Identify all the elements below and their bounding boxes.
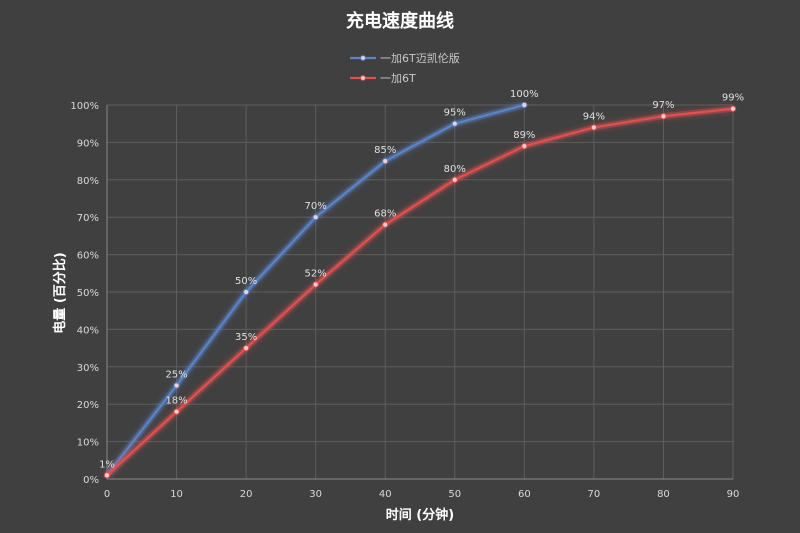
data-point xyxy=(660,113,667,120)
data-label: 18% xyxy=(165,396,187,407)
data-point xyxy=(590,124,597,131)
y-tick-label: 100% xyxy=(70,101,99,112)
data-label: 1% xyxy=(99,459,115,470)
x-axis-title: 时间 (分钟) xyxy=(386,507,454,523)
y-tick-label: 20% xyxy=(77,400,99,411)
data-label: 80% xyxy=(444,164,466,175)
y-tick-label: 50% xyxy=(77,288,99,299)
x-tick-label: 80 xyxy=(657,489,670,500)
series-line xyxy=(106,107,734,477)
data-label: 50% xyxy=(235,276,257,287)
data-point xyxy=(173,382,180,389)
axes: 0% 10% 20% 30% 40% 50% 60% 70% 80% 90% 100% 0 10 20 30… xyxy=(70,101,739,500)
data-point xyxy=(729,105,737,112)
y-tick-label: 90% xyxy=(77,138,99,149)
y-tick-label: 30% xyxy=(77,363,99,374)
data-point xyxy=(521,143,528,150)
data-point xyxy=(173,408,180,415)
y-tick-label: 60% xyxy=(77,251,99,262)
data-point xyxy=(243,288,250,296)
data-point xyxy=(312,281,319,288)
y-tick-label: 40% xyxy=(77,325,99,336)
series-layer xyxy=(103,101,737,479)
legend-marker xyxy=(360,75,366,81)
data-point xyxy=(521,101,528,109)
x-tick-label: 0 xyxy=(104,489,110,500)
data-label: 25% xyxy=(165,370,187,381)
data-label: 35% xyxy=(235,332,257,343)
x-tick-label: 50 xyxy=(448,489,461,500)
data-point xyxy=(451,176,458,183)
data-label: 97% xyxy=(652,100,674,111)
chart-title: 充电速度曲线 xyxy=(346,10,454,32)
data-point xyxy=(382,158,389,165)
x-tick-label: 30 xyxy=(309,489,322,500)
data-label: 99% xyxy=(722,93,744,104)
data-label: 68% xyxy=(374,209,396,220)
legend-label: 一加6T迈凯伦版 xyxy=(380,51,460,65)
gridlines xyxy=(107,104,734,479)
x-tick-label: 90 xyxy=(727,489,740,500)
data-label: 95% xyxy=(444,108,466,119)
data-point xyxy=(312,214,319,221)
y-axis-title: 电量 (百分比) xyxy=(52,252,68,333)
y-tick-label: 10% xyxy=(77,438,99,449)
data-labels: 1% 25% 50% 70% 85% 95% 100% 18% 35% 52% 68% 80% 89% 9… xyxy=(99,89,744,470)
legend-marker xyxy=(360,55,366,61)
data-point xyxy=(103,472,111,479)
y-tick-label: 70% xyxy=(77,213,99,224)
data-point xyxy=(382,221,389,228)
data-point xyxy=(243,345,250,352)
x-tick-label: 60 xyxy=(518,489,531,500)
x-tick-label: 70 xyxy=(588,489,601,500)
data-label: 94% xyxy=(583,111,605,122)
data-label: 52% xyxy=(305,269,327,280)
data-label: 89% xyxy=(513,130,535,141)
data-point xyxy=(451,120,458,127)
x-tick-label: 40 xyxy=(379,489,392,500)
data-label: 85% xyxy=(374,145,396,156)
y-tick-label: 0% xyxy=(83,475,99,486)
x-tick-label: 20 xyxy=(240,489,253,500)
data-label: 70% xyxy=(305,201,327,212)
y-tick-label: 80% xyxy=(77,176,99,187)
data-label: 100% xyxy=(510,89,539,100)
legend-label: 一加6T xyxy=(380,72,416,85)
x-tick-label: 10 xyxy=(170,489,183,500)
